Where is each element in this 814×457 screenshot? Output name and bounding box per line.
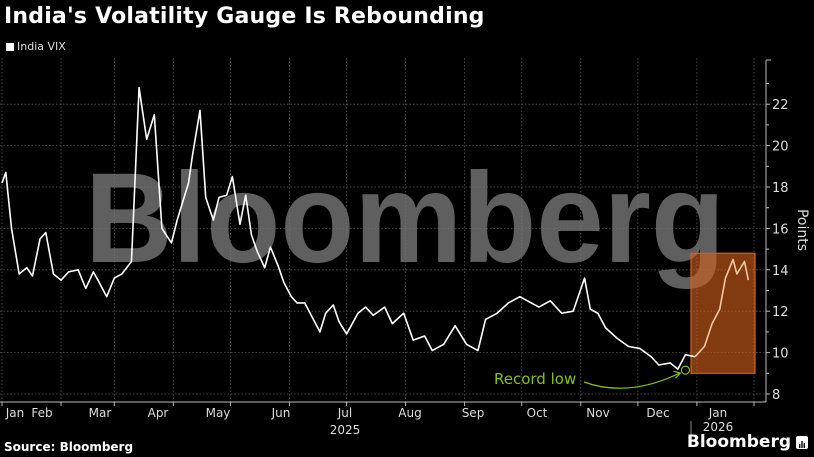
x-tick-label: Jan: [708, 406, 728, 420]
x-tick-label: Jul: [337, 406, 352, 420]
record-low-label: Record low: [494, 370, 576, 388]
y-tick-label: 12: [772, 305, 789, 320]
brand-footer: Bloomberg: [687, 432, 808, 452]
x-tick-label: Feb: [31, 406, 52, 420]
x-tick-label: Jun: [271, 406, 291, 420]
x-tick-label: Dec: [646, 406, 669, 420]
chart-title: India's Volatility Gauge Is Rebounding: [4, 4, 485, 29]
y-tick-label: 20: [772, 140, 789, 155]
x-tick-label: May: [206, 406, 231, 420]
record-low-arrow: [583, 372, 680, 389]
y-tick-label: 22: [772, 98, 789, 113]
vix-line: [1, 86, 696, 370]
highlight-box: [690, 252, 756, 374]
y-axis-label: Points: [794, 209, 810, 251]
x-tick-label: Sep: [462, 406, 485, 420]
chart-bars-icon: [796, 435, 808, 449]
y-tick-label: 10: [772, 347, 789, 362]
brand-name: Bloomberg: [686, 432, 791, 452]
x-tick-label: Apr: [148, 406, 169, 420]
watermark: Bloomberg: [85, 147, 725, 290]
x-tick-label: Jan: [5, 406, 25, 420]
legend-swatch: [6, 42, 14, 51]
x-year-label: 2026: [703, 420, 734, 434]
x-tick-label: Mar: [89, 406, 112, 420]
x-tick-label: Aug: [398, 406, 421, 420]
legend-label: India VIX: [17, 40, 66, 53]
y-tick-label: 18: [772, 181, 789, 196]
record-low-marker: [680, 365, 691, 375]
source-note: Source: Bloomberg: [4, 440, 134, 454]
vix-line-highlighted: [694, 258, 750, 358]
y-tick-label: 16: [772, 222, 789, 237]
x-tick-label: Oct: [527, 406, 548, 420]
x-tick-label: Nov: [586, 406, 609, 420]
x-year-label: 2025: [330, 423, 361, 437]
legend: India VIX: [6, 40, 66, 53]
y-tick-label: 8: [772, 388, 780, 403]
y-tick-label: 14: [772, 264, 789, 279]
